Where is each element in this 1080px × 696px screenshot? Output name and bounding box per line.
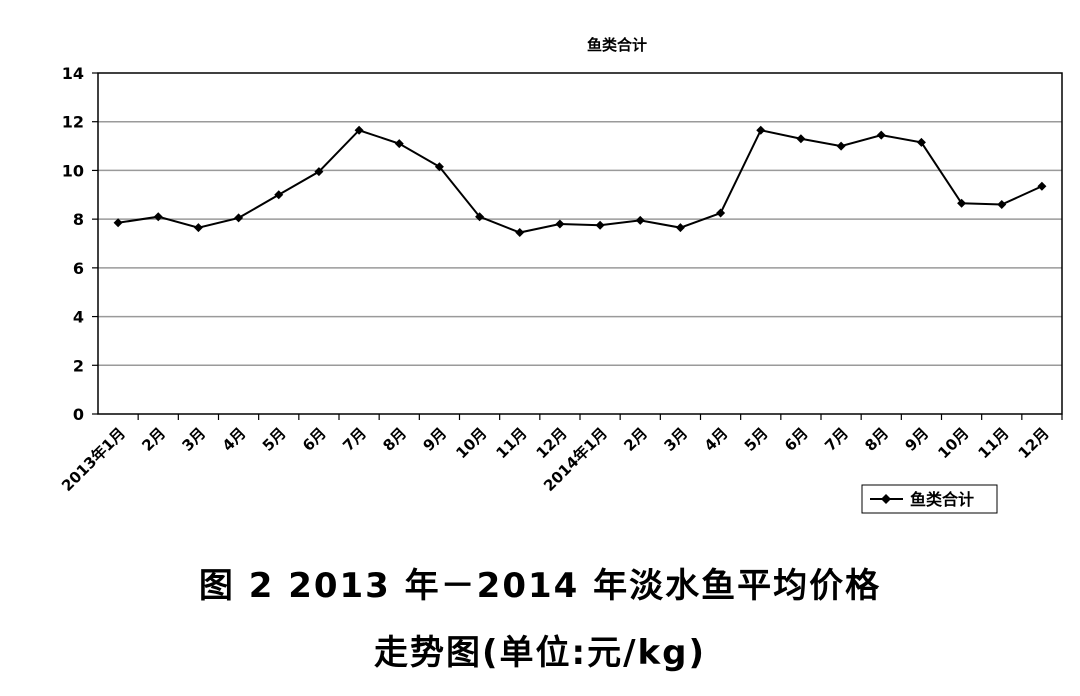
- figure-caption-line2: 走势图(单位:元/kg): [373, 633, 707, 673]
- x-tick-label: 10月: [452, 424, 490, 462]
- figure-caption-line1: 图 2 2013 年－2014 年淡水鱼平均价格: [198, 566, 882, 606]
- y-tick-label: 4: [73, 308, 84, 327]
- data-point: [354, 125, 364, 135]
- x-tick-label: 4月: [701, 424, 732, 455]
- y-tick-label: 6: [73, 259, 84, 278]
- y-tick-label: 8: [73, 210, 84, 229]
- data-point: [635, 215, 645, 225]
- y-tick-label: 2: [73, 356, 84, 375]
- data-point: [434, 162, 444, 172]
- data-point: [675, 223, 685, 233]
- data-point: [876, 130, 886, 140]
- x-tick-label: 5月: [741, 424, 772, 455]
- chart-title: 鱼类合计: [587, 36, 647, 54]
- x-tick-label: 7月: [821, 424, 852, 455]
- data-point: [957, 198, 967, 208]
- data-point: [595, 220, 605, 230]
- x-tick-label: 2月: [620, 424, 651, 455]
- x-tick-label: 2月: [138, 424, 169, 455]
- y-tick-label: 14: [62, 64, 84, 83]
- data-point: [153, 212, 163, 222]
- gridlines: [98, 120, 1062, 367]
- line-chart: 鱼类合计 0 2 4 6 8 10 12 14 2013年1月 2月 3月 4月 5月 6月 7月 8月 9月…: [58, 36, 1063, 514]
- data-point: [916, 137, 926, 147]
- x-tick-label: 3月: [661, 424, 692, 455]
- data-point: [314, 167, 324, 177]
- series-layer: [113, 125, 1047, 238]
- x-tick-label: 9月: [902, 424, 933, 455]
- data-point: [997, 200, 1007, 210]
- x-tick-label: 11月: [974, 424, 1012, 462]
- legend-label: 鱼类合计: [910, 490, 974, 509]
- data-point: [716, 208, 726, 218]
- data-point: [193, 223, 203, 233]
- data-point: [234, 213, 244, 223]
- x-tick-label: 8月: [379, 424, 410, 455]
- data-point: [515, 228, 525, 238]
- x-tick-label: 5月: [259, 424, 290, 455]
- y-tick-label: 10: [62, 161, 84, 180]
- x-tick-label: 7月: [339, 424, 370, 455]
- x-tick-label: 10月: [934, 424, 972, 462]
- x-tick-label: 6月: [299, 424, 330, 455]
- y-axis-ticks: 0 2 4 6 8 10 12 14: [62, 64, 98, 424]
- data-point: [836, 141, 846, 151]
- x-tick-label: 12月: [1015, 424, 1053, 462]
- x-tick-label: 8月: [861, 424, 892, 455]
- legend: 鱼类合计: [861, 484, 998, 514]
- legend-marker: [881, 494, 891, 504]
- data-point: [1037, 181, 1047, 191]
- x-tick-label: 11月: [492, 424, 530, 462]
- data-point: [274, 190, 284, 200]
- x-tick-label: 9月: [420, 424, 451, 455]
- data-point: [113, 218, 123, 228]
- data-point: [555, 219, 565, 229]
- x-tick-label: 2013年1月: [58, 424, 129, 495]
- y-tick-label: 12: [62, 113, 84, 132]
- x-tick-label: 4月: [219, 424, 250, 455]
- x-tick-label: 3月: [179, 424, 210, 455]
- data-point: [756, 125, 766, 135]
- data-point: [796, 134, 806, 144]
- plot-area: [97, 72, 1063, 415]
- y-tick-label: 0: [73, 405, 84, 424]
- series-line: [117, 129, 1043, 234]
- data-point: [394, 139, 404, 149]
- x-tick-label: 6月: [781, 424, 812, 455]
- data-point: [475, 212, 485, 222]
